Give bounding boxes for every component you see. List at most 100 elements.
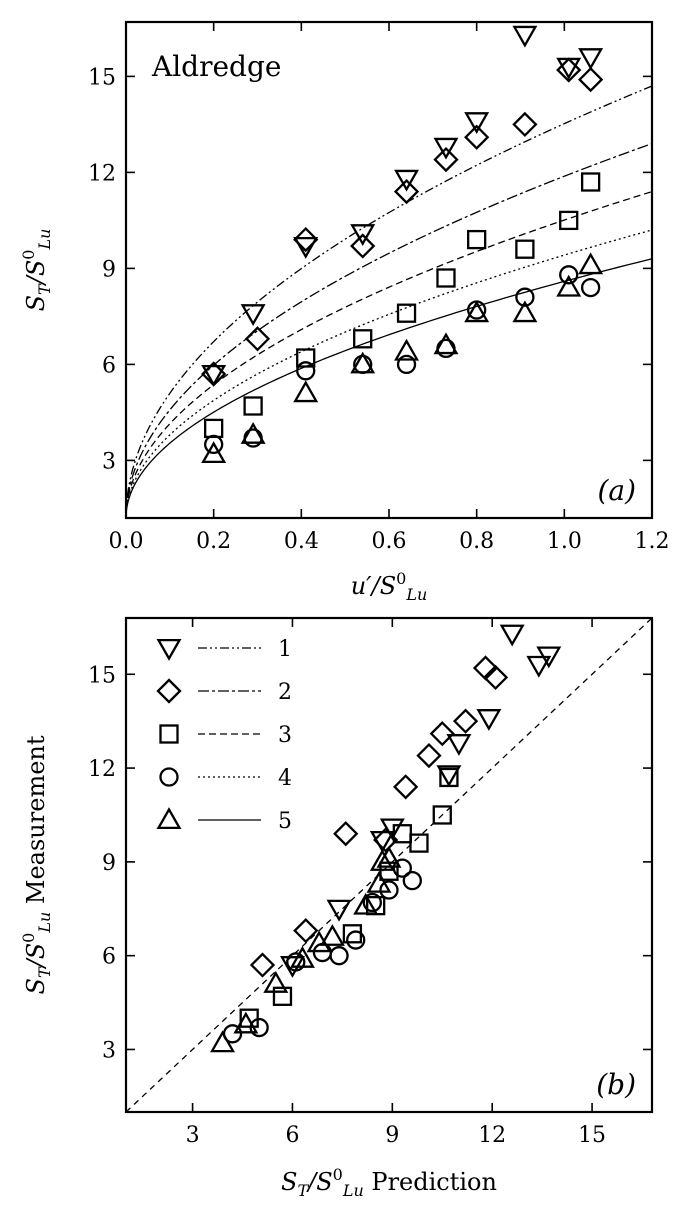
data-point-s1-4 [350, 224, 376, 247]
data-point-s3-8 [432, 805, 452, 825]
y-axis-label: ST/S0Lu Measurement [19, 735, 54, 994]
x-tick-label: 12 [478, 1123, 506, 1148]
data-point-s5-2 [233, 1011, 259, 1034]
data-point-s3-6 [436, 268, 456, 288]
data-point-s5-7 [464, 300, 490, 323]
data-point-s4-5 [329, 946, 349, 966]
fit-curve-2 [125, 142, 653, 519]
data-point-s5-4 [350, 351, 376, 374]
x-tick-label: 0.2 [196, 529, 231, 554]
data-point-s1-2 [240, 304, 266, 327]
data-point-s2-9 [482, 664, 509, 691]
y-tick-label: 12 [88, 757, 116, 782]
data-point-s2-7 [464, 124, 490, 150]
data-point-s1-2 [326, 899, 352, 922]
data-point-s4-1 [204, 434, 224, 455]
data-point-s2-5 [416, 742, 442, 769]
x-axis-label: u′/S0Lu [351, 569, 428, 604]
data-point-s2-4 [350, 233, 376, 259]
y-tick-label: 9 [102, 257, 116, 282]
data-point-s2-4 [393, 774, 419, 800]
data-point-s1-6 [476, 709, 502, 731]
fit-curve-1 [125, 85, 653, 519]
data-point-s2-7 [452, 708, 479, 734]
legend-label-4: 4 [278, 766, 292, 791]
data-point-s5-2 [240, 421, 266, 444]
panel-a: 0.0 0.2 0.4 0.6 0.8 1.0 1.2 3 6 9 12 15 u′/S0Lu ST/S0… [19, 20, 670, 604]
y-tick-label: 15 [88, 65, 116, 90]
data-point-s3-8 [515, 239, 535, 259]
data-point-s4-10 [580, 277, 601, 298]
plot-frame [124, 616, 654, 1114]
data-point-s5-10 [578, 252, 604, 275]
data-point-s5-3 [263, 970, 289, 993]
data-point-s5-9 [556, 274, 582, 297]
data-point-s3-2 [243, 396, 263, 416]
x-axis-label: ST/S0Lu Prediction [281, 1165, 497, 1200]
x-tick-label: 15 [578, 1123, 606, 1148]
data-point-s5-9 [376, 845, 402, 868]
x-tick-label: 0.4 [284, 529, 319, 554]
data-point-s1-10 [436, 765, 462, 788]
data-point-s1-5 [446, 734, 472, 756]
data-point-s5-10 [369, 849, 395, 871]
data-point-s5-1 [210, 1030, 236, 1053]
y-tick-label: 3 [102, 449, 116, 474]
data-point-s5-7 [353, 892, 379, 915]
data-point-s2-3 [333, 821, 359, 847]
data-point-s3-9 [559, 210, 579, 231]
data-point-s2-8 [512, 111, 538, 138]
data-point-s4-8 [379, 880, 399, 900]
y-tick-label: 3 [102, 1038, 116, 1063]
data-point-s5-6 [433, 332, 459, 355]
data-point-s4-9 [559, 265, 579, 285]
data-point-s4-9 [392, 858, 412, 878]
data-point-s4-2 [243, 428, 263, 448]
data-point-s1-1 [201, 364, 227, 387]
x-tick-label: 0.6 [372, 529, 407, 554]
data-point-s2-3 [293, 226, 319, 253]
data-point-s4-6 [346, 930, 366, 950]
y-tick-label: 9 [102, 851, 116, 876]
data-point-s3-2 [272, 986, 293, 1006]
data-point-s4-6 [436, 338, 456, 359]
y-tick-label: 12 [88, 161, 116, 186]
data-point-s1-7 [499, 624, 525, 647]
x-tick-label: 6 [285, 1123, 299, 1148]
data-point-s5-1 [201, 441, 227, 464]
legend-label-3: 3 [278, 723, 292, 748]
data-point-s2-6 [433, 146, 459, 173]
data-point-s1-8 [512, 25, 538, 48]
legend-marker-1 [156, 638, 182, 661]
data-point-s3-7 [409, 833, 429, 853]
data-point-s5-4 [289, 945, 315, 968]
data-point-s1-5 [394, 169, 420, 192]
y-tick-label: 15 [88, 663, 116, 688]
y-axis-label: ST/S0Lu [19, 229, 54, 312]
data-point-s5-8 [366, 870, 392, 893]
x-tick-label: 0.0 [109, 529, 144, 554]
data-point-s5-6 [319, 924, 345, 946]
x-tick-label: 1.2 [635, 529, 670, 554]
legend-marker-3 [159, 724, 179, 744]
data-point-s1-9 [536, 646, 562, 669]
legend-label-5: 5 [278, 809, 292, 834]
data-point-s2-6 [429, 721, 455, 747]
data-point-s3-4 [353, 329, 373, 349]
data-point-s5-3 [293, 380, 319, 403]
data-point-s3-1 [204, 418, 224, 439]
legend-marker-4 [159, 767, 179, 787]
data-point-s2-10 [578, 66, 604, 93]
fit-curve-4 [125, 229, 653, 519]
data-point-s5-8 [512, 300, 538, 323]
legend-marker-5 [156, 807, 182, 830]
data-point-s1-8 [526, 655, 552, 678]
panel-tag: (b) [596, 1068, 636, 1101]
data-point-s4-3 [296, 361, 316, 381]
dataset-annotation: Aldredge [151, 50, 281, 83]
fit-curve-3 [125, 190, 653, 519]
data-point-s4-10 [402, 870, 422, 891]
legend-marker-2 [156, 678, 182, 704]
data-point-s2-2 [244, 326, 271, 352]
